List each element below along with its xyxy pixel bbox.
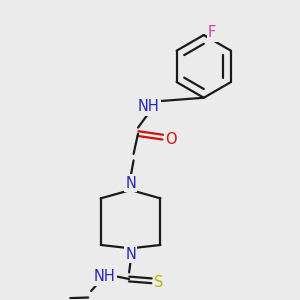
Text: NH: NH bbox=[138, 99, 159, 114]
Text: N: N bbox=[125, 176, 136, 191]
Text: N: N bbox=[125, 247, 136, 262]
Text: S: S bbox=[154, 275, 164, 290]
Text: F: F bbox=[208, 25, 216, 40]
Text: NH: NH bbox=[94, 269, 116, 284]
Text: O: O bbox=[165, 132, 177, 147]
